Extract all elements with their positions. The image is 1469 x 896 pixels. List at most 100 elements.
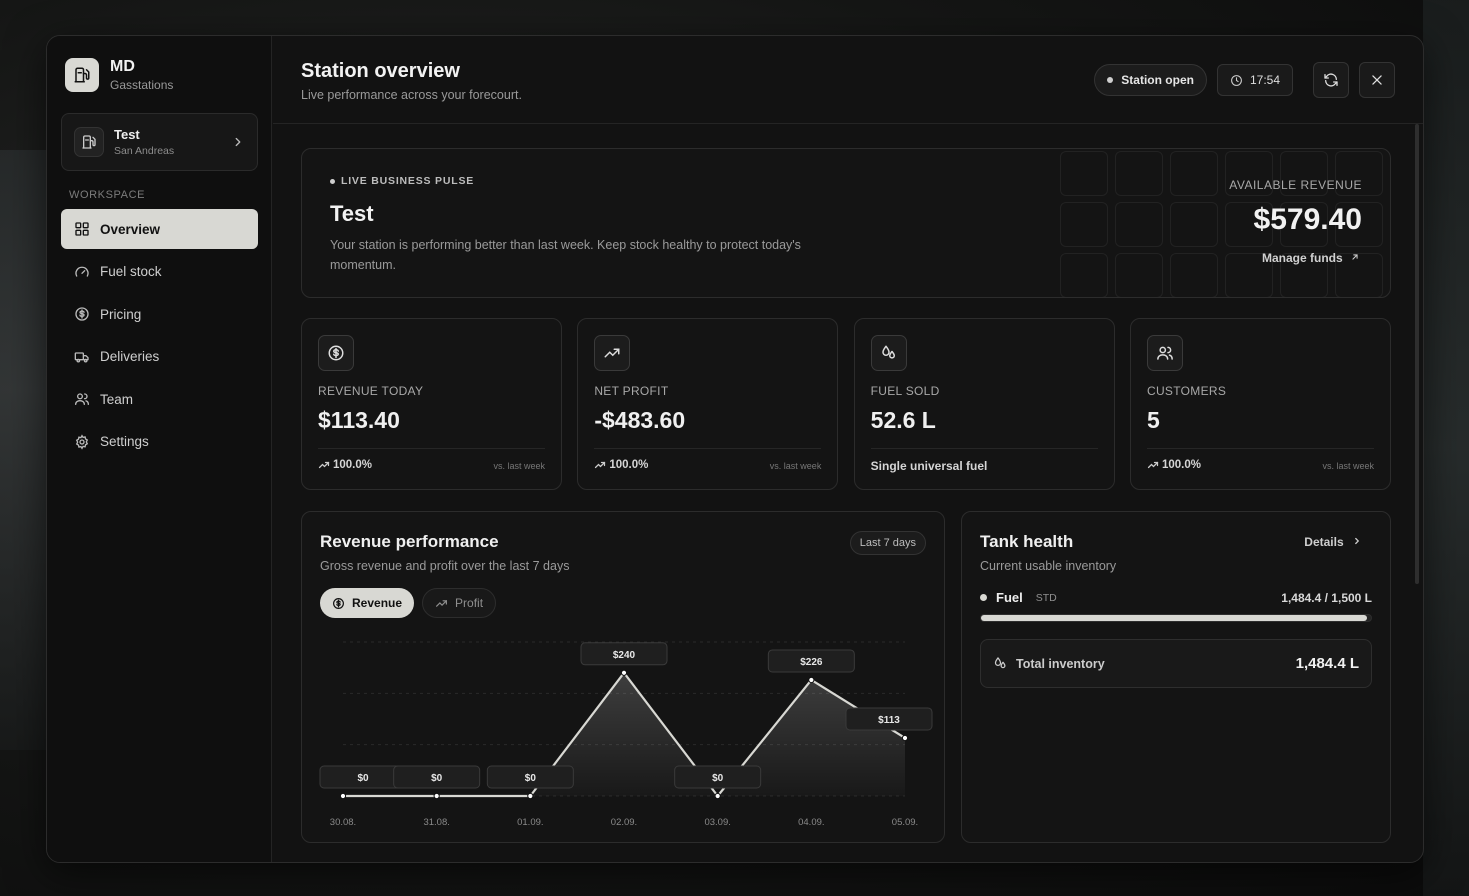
- sidebar-item-label: Fuel stock: [100, 264, 162, 279]
- data-label: $226: [800, 657, 823, 668]
- divider: [318, 448, 545, 449]
- revenue-toggle-label: Revenue: [352, 596, 403, 610]
- header-actions: Station open 17:54: [1094, 62, 1395, 98]
- data-label-box: [486, 765, 574, 789]
- total-inventory-box: Total inventory 1,484.4 L: [980, 639, 1372, 688]
- business-pulse-card: LIVE BUSINESS PULSE Test Your station is…: [301, 148, 1391, 298]
- total-inventory-value: 1,484.4 L: [1295, 655, 1359, 672]
- truck-icon: [74, 351, 89, 363]
- scrollbar[interactable]: [1415, 124, 1419, 584]
- kpi-trend: 100.0%: [594, 459, 648, 471]
- data-label-box: [674, 765, 762, 789]
- app-window: MD Gasstations Test San Andreas WORKSPAC…: [46, 35, 1424, 863]
- tank-health-card: Tank health Current usable inventory Det…: [961, 511, 1391, 843]
- trend-up-icon: [1147, 461, 1159, 469]
- kpi-trend-value: 100.0%: [609, 459, 649, 471]
- kpi-label: NET PROFIT: [594, 384, 669, 398]
- data-point: [527, 792, 534, 800]
- series-toggle: Revenue Profit: [320, 588, 504, 618]
- brand-subtitle: Gasstations: [110, 78, 174, 92]
- profit-toggle-label: Profit: [455, 596, 484, 610]
- kpi-label: REVENUE TODAY: [318, 384, 424, 398]
- available-revenue-value: $579.40: [1253, 203, 1362, 236]
- data-label-box: [845, 707, 933, 731]
- fuel-pump-icon: [74, 127, 104, 157]
- data-label: $113: [878, 715, 900, 726]
- station-status-badge: Station open: [1094, 64, 1207, 96]
- data-label: $0: [525, 773, 537, 784]
- droplets-icon: [994, 657, 1006, 669]
- status-text: Station open: [1121, 73, 1194, 87]
- kpi-value: 5: [1146, 407, 1160, 433]
- available-revenue-label: AVAILABLE REVENUE: [1229, 178, 1362, 192]
- sidebar-nav: Overview Fuel stock Pricing Deliveries T…: [61, 209, 258, 464]
- sidebar-item-fuel-stock[interactable]: Fuel stock: [61, 252, 258, 292]
- manage-funds-link[interactable]: Manage funds: [1262, 251, 1360, 265]
- kpi-comparison: vs. last week: [769, 461, 822, 471]
- fuel-dot: [980, 594, 987, 601]
- card-subtitle: Current usable inventory: [980, 559, 1117, 573]
- station-location: San Andreas: [114, 145, 175, 157]
- sidebar-item-label: Team: [100, 391, 134, 407]
- divider: [594, 448, 822, 449]
- kpi-revenue-today: REVENUE TODAY $113.40 100.0% vs. last we…: [301, 318, 562, 490]
- status-dot: [1107, 77, 1114, 83]
- background-scene-left: [0, 150, 46, 750]
- kpi-label: CUSTOMERS: [1146, 384, 1227, 398]
- pulse-title: Test: [330, 201, 374, 226]
- clock-display: 17:54: [1216, 64, 1293, 96]
- kpi-fuel-sold: FUEL SOLD 52.6 L Single universal fuel: [853, 318, 1115, 490]
- station-name: Test: [114, 127, 140, 142]
- trend-up-icon: [318, 461, 330, 469]
- dollar-circle-icon: [75, 307, 89, 321]
- details-label: Details: [1304, 535, 1344, 549]
- workspace-label: WORKSPACE: [69, 189, 146, 201]
- gear-icon: [75, 433, 89, 450]
- chevron-right-icon: [1355, 537, 1360, 545]
- sidebar-item-pricing[interactable]: Pricing: [61, 294, 258, 334]
- sidebar-item-overview[interactable]: Overview: [61, 209, 258, 249]
- users-icon: [75, 393, 89, 405]
- close-button[interactable]: [1359, 62, 1395, 98]
- x-tick-label: 03.09.: [704, 817, 730, 828]
- sidebar: MD Gasstations Test San Andreas WORKSPAC…: [47, 36, 272, 862]
- tank-level-fill: [981, 615, 1367, 621]
- sidebar-item-deliveries[interactable]: Deliveries: [61, 337, 258, 377]
- profit-toggle[interactable]: Profit: [422, 588, 497, 618]
- gauge-icon: [75, 266, 89, 277]
- kpi-trend-value: 100.0%: [333, 459, 373, 471]
- brand: MD Gasstations: [65, 58, 173, 92]
- sidebar-item-settings[interactable]: Settings: [61, 422, 258, 462]
- data-point: [433, 792, 440, 800]
- kpi-value: 52.6 L: [870, 407, 936, 433]
- background-scene-right: [1423, 0, 1469, 896]
- x-tick-label: 04.09.: [798, 817, 824, 828]
- grid-icon: [75, 222, 89, 236]
- fuel-amount: 1,484.4 / 1,500 L: [1281, 590, 1372, 605]
- kpi-trend-value: 100.0%: [1161, 459, 1201, 471]
- time-text: 17:54: [1249, 73, 1280, 87]
- kpi-net-profit: NET PROFIT -$483.60 100.0% vs. last week: [577, 318, 839, 490]
- live-dot: [330, 178, 335, 184]
- station-selector[interactable]: Test San Andreas: [61, 113, 258, 171]
- card-title: Tank health: [980, 532, 1074, 551]
- revenue-toggle[interactable]: Revenue: [320, 588, 415, 618]
- data-point: [808, 676, 815, 684]
- data-point: [714, 792, 721, 800]
- arrow-up-right-icon: [1352, 254, 1358, 260]
- main-content: Station overview Live performance across…: [273, 36, 1423, 862]
- kpi-value: -$483.60: [594, 407, 686, 433]
- data-label-box: [580, 642, 668, 666]
- tank-level-bar: [980, 614, 1372, 622]
- refresh-button[interactable]: [1313, 62, 1349, 98]
- range-selector[interactable]: Last 7 days: [849, 531, 926, 555]
- details-link[interactable]: Details: [1304, 535, 1362, 549]
- page-subtitle: Live performance across your forecourt.: [301, 88, 522, 102]
- page-header: Station overview Live performance across…: [273, 36, 1423, 124]
- total-inventory-label: Total inventory: [1016, 656, 1105, 671]
- data-label: $0: [357, 773, 369, 784]
- x-tick-label: 31.08.: [423, 817, 449, 828]
- sidebar-item-team[interactable]: Team: [61, 379, 258, 419]
- sidebar-item-label: Overview: [100, 221, 161, 237]
- clock-icon: [1231, 74, 1242, 86]
